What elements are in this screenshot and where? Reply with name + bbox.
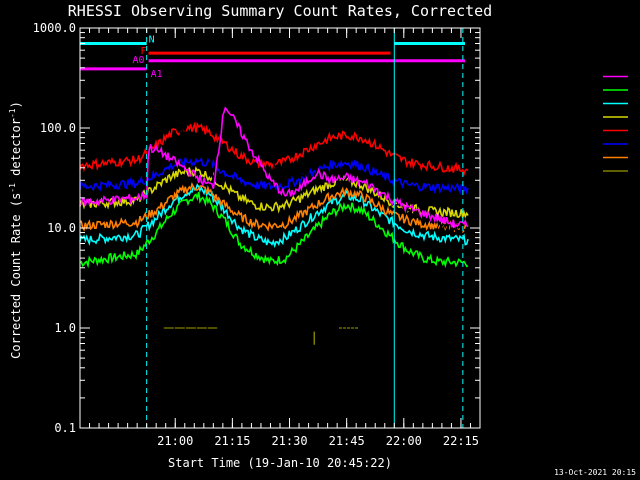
curve-800-7000-kev — [79, 182, 469, 233]
y-axis-label-main: Corrected Count Rate (s — [9, 193, 23, 359]
x-tick-label: 22:00 — [386, 434, 422, 448]
y-axis-label-sup1: -1 — [8, 183, 17, 193]
flag-label-n: N — [149, 34, 155, 45]
x-tick-label: 21:45 — [329, 434, 365, 448]
y-tick-label: 10.0 — [47, 221, 76, 235]
y-axis-label-sup2: -1 — [8, 108, 17, 118]
curve-3-6-kev — [79, 104, 469, 236]
legend-entry-label: 50 - 100 keV — [519, 111, 599, 124]
y-axis-label: Corrected Count Rate (s-1 detector-1) — [8, 101, 23, 359]
y-tick-label: 0.1 — [54, 421, 76, 435]
curve-12-25-kev — [79, 191, 469, 269]
legend-entry-label: 300 - 800 keV — [512, 138, 598, 151]
curve-100-300-kev — [79, 121, 469, 177]
axes-frame — [79, 27, 481, 429]
legend-entry-label: 3 - 6 keV — [538, 57, 598, 70]
flag-label-f: F — [141, 46, 147, 57]
x-tick-label: 22:15 — [443, 434, 479, 448]
legend-header: Det 1,3,4,5,6,9 — [527, 41, 626, 54]
plot-frame — [79, 27, 481, 429]
y-tick-label: 1.0 — [54, 321, 76, 335]
legend-entry-label: 25 - 50 keV — [525, 98, 598, 111]
legend-entry-label: 6 - 12 keV — [532, 71, 599, 84]
x-axis-label: Start Time (19-Jan-10 20:45:22) — [168, 456, 392, 470]
chart-title: RHESSI Observing Summary Count Rates, Co… — [68, 2, 492, 20]
y-axis-label-end: ) — [9, 101, 23, 108]
generation-timestamp: 13-Oct-2021 20:15 — [554, 468, 636, 477]
legend-entry-label: 12 - 25 keV — [525, 84, 598, 97]
y-axis-ticks: 0.1 1.0 10.0 100.0 1000.0 — [33, 21, 480, 435]
series-curves — [79, 104, 469, 345]
x-tick-label: 21:30 — [271, 434, 307, 448]
x-tick-label: 21:00 — [157, 434, 193, 448]
curve-25-50-kev — [79, 183, 469, 249]
legend-entry-label: 800 - 7000 keV — [505, 152, 598, 165]
x-tick-label: 21:15 — [214, 434, 250, 448]
curve-6-12-kev — [79, 106, 469, 229]
y-tick-label: 1000.0 — [33, 21, 76, 35]
y-tick-label: 100.0 — [40, 121, 76, 135]
flag-label-a1: A1 — [151, 69, 163, 80]
legend-entry-label: 7000 - 15000 keV — [492, 165, 598, 178]
legend-entry-label: 100 - 300 keV — [512, 125, 598, 138]
flag-label-a0: A0 — [133, 55, 145, 66]
y-axis-label-mid: detector — [9, 118, 23, 183]
x-axis-ticks: 21:00 21:15 21:30 21:45 22:00 22:15 — [79, 28, 481, 448]
